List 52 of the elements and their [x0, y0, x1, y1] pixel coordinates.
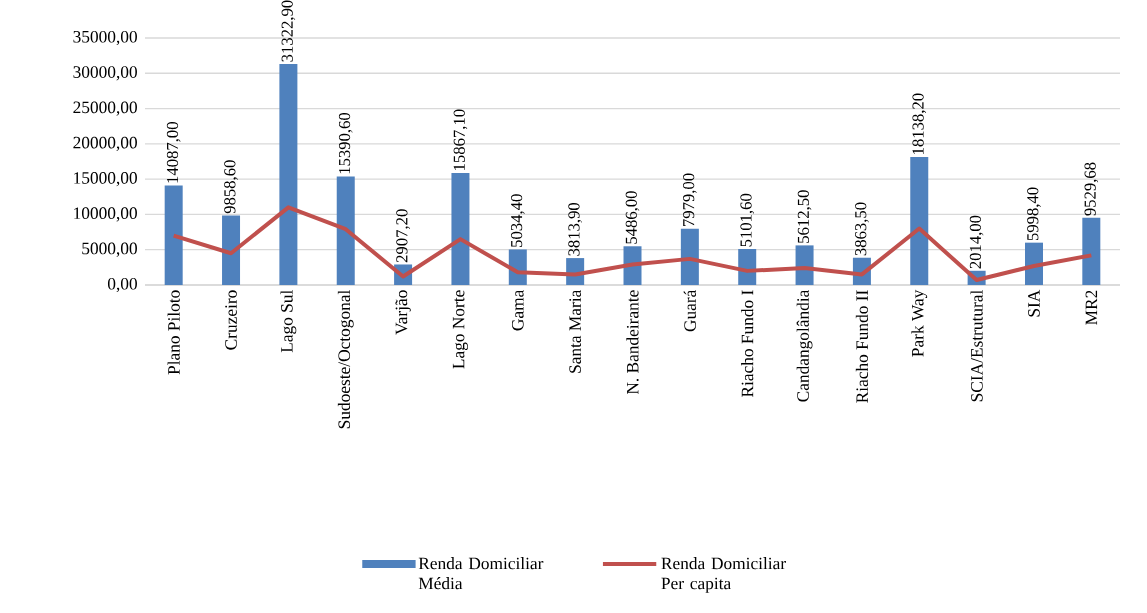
data-label: 15390,60 — [338, 112, 353, 174]
data-label: 18138,20 — [912, 93, 927, 154]
x-tick-label: MR2 — [1085, 290, 1098, 325]
x-tick-label: Varjão — [395, 290, 411, 335]
x-tick-label: Riacho Fundo II — [855, 290, 869, 403]
x-tick-label: Gama — [511, 289, 524, 331]
x-tick-label: Lago Norte — [452, 290, 468, 369]
x-tick-label: Lago Sul — [280, 290, 297, 353]
bar — [680, 228, 699, 285]
data-label: 2014,00 — [969, 215, 984, 269]
x-tick-label: Santa Maria — [569, 289, 581, 373]
legend-label: Renda Domiciliar Média — [418, 557, 544, 590]
data-label: 31322,90 — [281, 0, 296, 62]
data-label: 5486,00 — [625, 191, 640, 244]
data-label: 14087,00 — [166, 122, 181, 183]
data-label: 5998,40 — [1027, 187, 1041, 241]
y-tick-label: 30000,00 — [73, 66, 137, 81]
y-tick-label: 5000,00 — [82, 242, 137, 257]
x-tick-label: Cruzeiro — [225, 290, 237, 350]
data-label: 15867,10 — [453, 109, 468, 170]
data-label: 3813,90 — [568, 202, 582, 256]
x-tick-label: Plano Piloto — [167, 290, 180, 375]
data-label: 3863,50 — [855, 202, 869, 256]
y-tick-label: 10000,00 — [74, 207, 137, 222]
x-tick-label: N. Bandeirante — [626, 290, 639, 395]
y-tick-label: 35000,00 — [73, 30, 137, 46]
bar — [910, 156, 929, 285]
x-tick-label: Park Way — [911, 289, 928, 357]
x-tick-label: Guará — [683, 289, 696, 332]
y-tick-label: 15000,00 — [74, 172, 137, 187]
bar — [451, 173, 470, 285]
y-tick-label: 20000,00 — [73, 136, 137, 151]
bar — [1082, 217, 1101, 285]
x-tick-label: Candangolândia — [796, 289, 813, 402]
x-tick-label: SCIA/Estrutural — [970, 290, 983, 402]
x-tick-label: Sudoeste/Octogonal — [337, 290, 354, 429]
bar — [222, 215, 241, 285]
x-tick-label: SIA — [1028, 289, 1040, 317]
x-tick-label: Riacho Fundo I — [741, 290, 754, 398]
data-label: 2907,20 — [396, 209, 410, 263]
legend-label: Renda Domiciliar Per capita — [661, 557, 786, 593]
bar — [336, 176, 355, 285]
data-label: 9529,68 — [1084, 162, 1099, 216]
data-label: 5034,40 — [510, 194, 525, 247]
y-tick-label: 0,00 — [107, 277, 137, 293]
data-label: 7979,00 — [683, 173, 697, 226]
y-tick-label: 25000,00 — [73, 101, 137, 116]
data-label: 5612,50 — [797, 190, 812, 243]
data-label: 5101,60 — [740, 193, 755, 247]
bar — [164, 185, 183, 285]
bar — [279, 63, 298, 285]
data-label: 9858,60 — [224, 160, 238, 214]
